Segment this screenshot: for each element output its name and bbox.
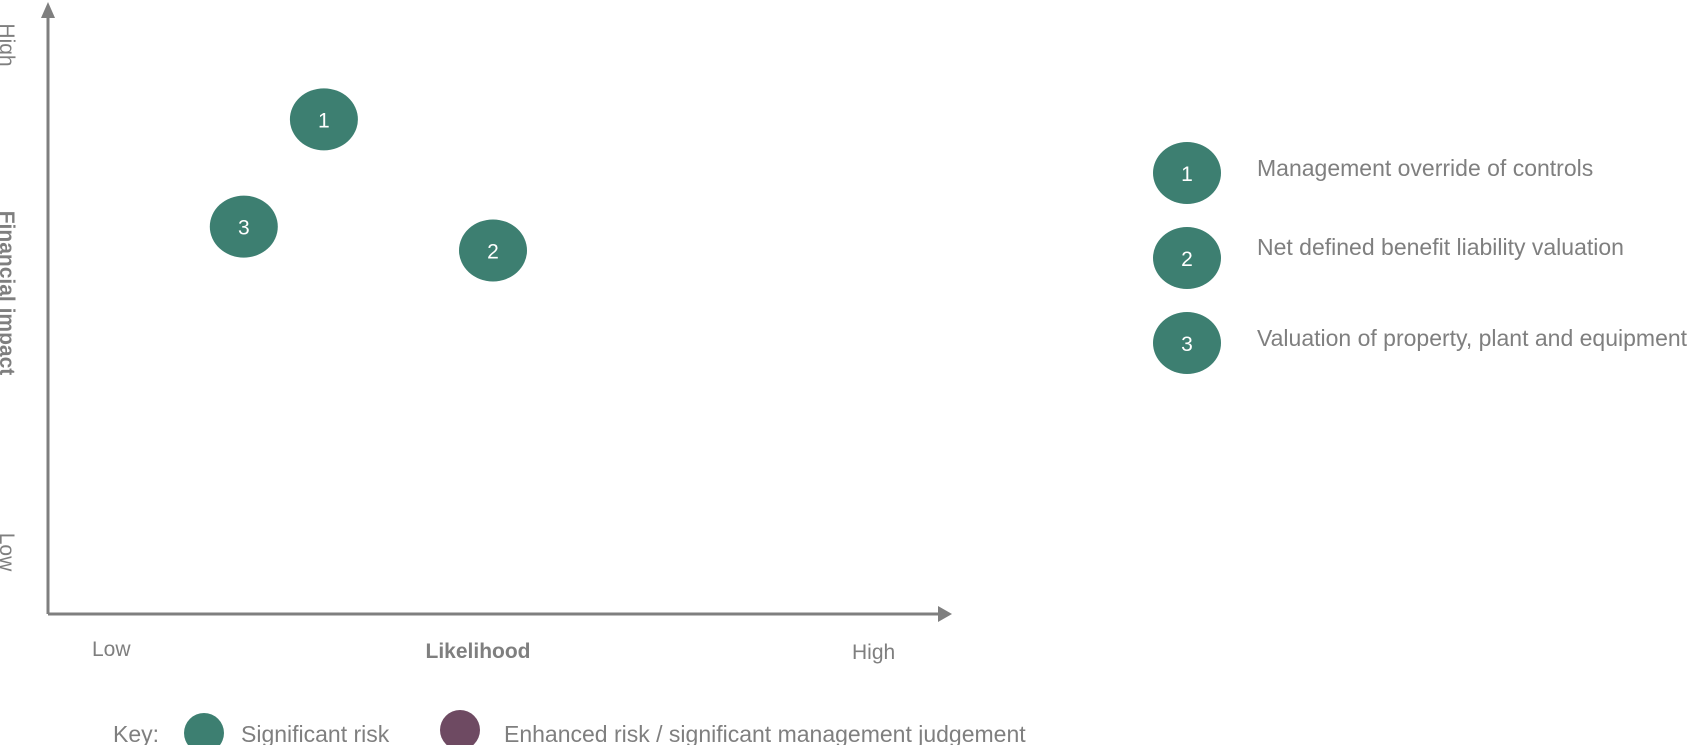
legend-item-label: Management override of controls: [1257, 155, 1593, 181]
key-enhanced-risk-label: Enhanced risk / significant management j…: [504, 721, 1026, 745]
bubble-layer: 1 2 3: [209, 88, 527, 282]
y-tick-high: High: [0, 23, 18, 66]
legend-marker: [1153, 312, 1221, 374]
y-tick-low: Low: [0, 533, 18, 572]
legend-item-label: Valuation of property, plant and equipme…: [1257, 325, 1688, 351]
legend: 1 Management override of controls 2 Net def…: [1153, 142, 1688, 374]
key-enhanced-risk-marker: [440, 710, 480, 745]
risk-bubble-number: 2: [487, 240, 499, 263]
legend-item-2: 2 Net defined benefit liability valuation: [1153, 227, 1624, 289]
legend-marker-number: 3: [1181, 333, 1193, 356]
risk-bubble-circle: [459, 219, 527, 282]
legend-marker: [1153, 227, 1221, 289]
risk-bubble-2: 2: [459, 219, 527, 282]
legend-item-label: Net defined benefit liability valuation: [1257, 234, 1624, 260]
risk-bubble-number: 3: [238, 217, 250, 240]
legend-marker: [1153, 142, 1221, 204]
y-axis-title: Financial impact: [0, 211, 18, 376]
legend-item-3: 3 Valuation of property, plant and equipm…: [1153, 312, 1688, 374]
legend-marker-number: 2: [1181, 248, 1193, 271]
x-tick-low: Low: [92, 638, 131, 661]
legend-marker-number: 1: [1181, 163, 1193, 186]
legend-item-1: 1 Management override of controls: [1153, 142, 1593, 204]
risk-bubble-circle: [289, 88, 358, 151]
x-tick-high: High: [852, 641, 895, 664]
x-axis-arrowhead: [938, 606, 952, 622]
key-significant-risk-label: Significant risk: [241, 721, 390, 745]
risk-bubble-number: 1: [318, 109, 330, 132]
axis-labels: Low Likelihood High High Financial impac…: [0, 23, 895, 664]
y-axis-arrowhead: [41, 2, 55, 18]
key-label: Key:: [113, 721, 159, 745]
risk-bubble-circle: [209, 195, 278, 258]
risk-bubble-1: 1: [289, 88, 358, 151]
key-significant-risk-marker: [184, 713, 224, 745]
key: Key: Significant risk Enhanced risk / si…: [113, 710, 1026, 745]
axes: [41, 2, 952, 622]
risk-bubble-3: 3: [209, 195, 278, 258]
x-axis-title: Likelihood: [426, 640, 531, 663]
